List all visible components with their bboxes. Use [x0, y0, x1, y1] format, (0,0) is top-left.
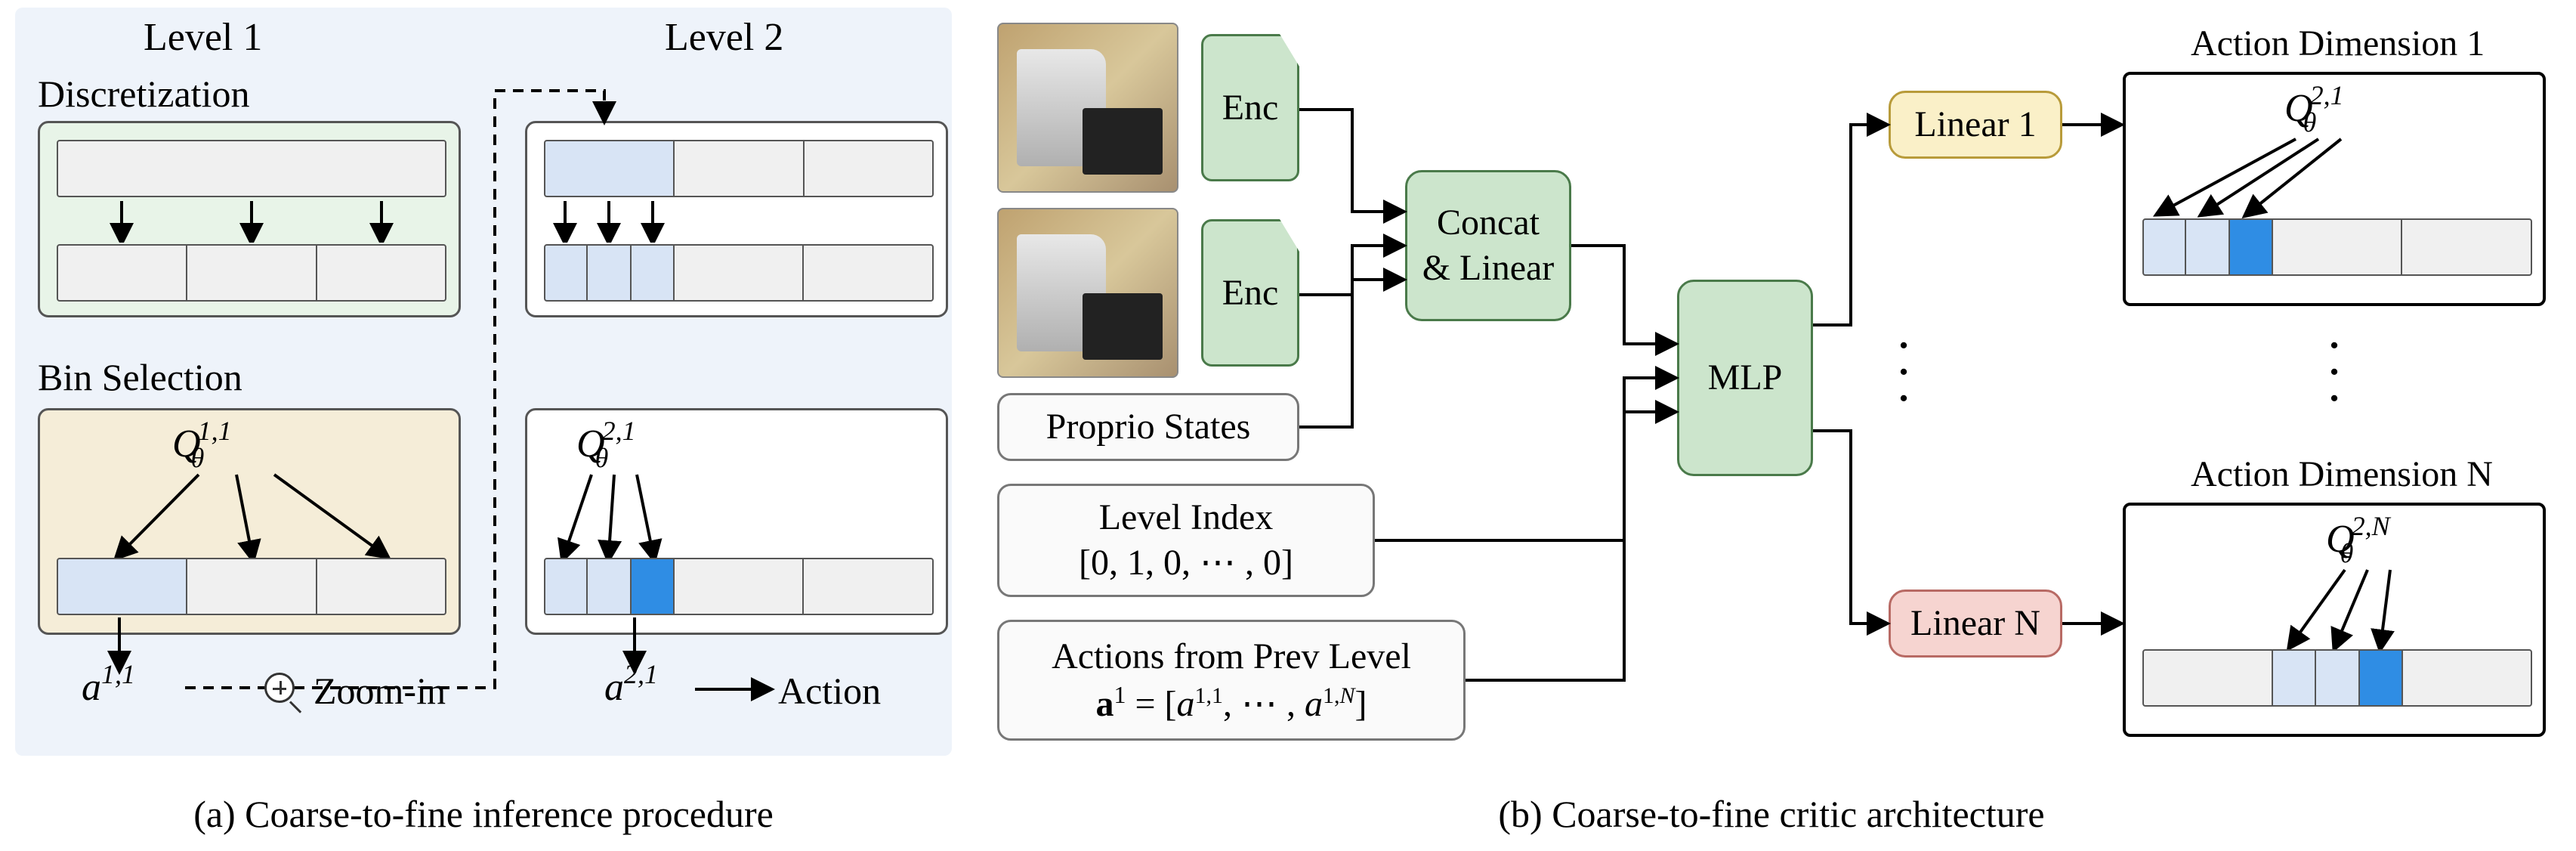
proprio-label: Proprio States: [1046, 404, 1251, 450]
actionN-arrows-svg: [2126, 551, 2413, 649]
enc-label-1: Enc: [1222, 87, 1279, 128]
concat-linear-box: Concat& Linear: [1405, 170, 1571, 321]
panel-b: Enc Enc Proprio States Level Index [0, 1…: [967, 0, 2576, 851]
linear-1-box: Linear 1: [1889, 91, 2062, 159]
bin: [674, 558, 804, 615]
l2-q-arrows-svg: [527, 456, 754, 562]
mlp-label: MLP: [1708, 355, 1783, 401]
vdots-left: ···: [1881, 333, 1926, 412]
prev-actions-value: a1 = [a1,1, ⋯ , a1,N]: [1095, 679, 1367, 727]
encoder-2: Enc: [1201, 219, 1299, 367]
bin: [803, 558, 934, 615]
bin-sub: [2272, 649, 2315, 707]
bin: [2401, 218, 2532, 276]
linear-1-label: Linear 1: [1914, 102, 2036, 147]
bin: [317, 558, 446, 615]
level-index-label: Level Index: [1099, 495, 1274, 540]
enc-label-2: Enc: [1222, 272, 1279, 314]
l1-sel-bins: [57, 558, 446, 615]
l2-sel-bins: [544, 558, 934, 615]
action-dim-n-title: Action Dimension N: [2191, 453, 2493, 495]
a21-label: a2,1: [604, 665, 658, 710]
l2-disc-top: [544, 140, 934, 197]
bin-sub: [587, 244, 630, 302]
l1-disc-range: [57, 140, 446, 197]
bin: [803, 244, 934, 302]
bin-selected: [57, 558, 187, 615]
action-dim-1-box: Q2,1θ: [2123, 72, 2546, 306]
actionN-bins: [2142, 649, 2532, 707]
bin-sub: [544, 558, 587, 615]
bin: [2402, 649, 2532, 707]
discretization-label: Discretization: [38, 72, 249, 116]
prev-actions-box: Actions from Prev Level a1 = [a1,1, ⋯ , …: [997, 620, 1466, 741]
level1-title: Level 1: [144, 15, 262, 60]
bin-chosen: [631, 558, 674, 615]
bin: [57, 244, 187, 302]
linear-n-box: Linear N: [1889, 590, 2062, 658]
l2-disc-bins: [544, 244, 934, 302]
l1-q-arrows-svg: [40, 456, 463, 562]
l1-disc-arrows-svg: [40, 197, 463, 243]
level-index-box: Level Index [0, 1, 0, ⋯ , 0]: [997, 484, 1375, 597]
level2-title: Level 2: [665, 15, 783, 60]
bin: [674, 244, 804, 302]
concat-linear-label: Concat& Linear: [1422, 200, 1555, 291]
camera-image-2: [997, 208, 1178, 378]
l2-disc-arrows-svg: [527, 197, 754, 243]
linear-n-label: Linear N: [1910, 601, 2040, 646]
mlp-box: MLP: [1677, 280, 1813, 476]
bin: [317, 244, 446, 302]
bin: [187, 558, 316, 615]
bin-sub: [2185, 218, 2229, 276]
proprio-states-box: Proprio States: [997, 393, 1299, 461]
zoom-icon: [264, 673, 295, 703]
figure-container: Level 1 Level 2 Discretization: [0, 0, 2576, 851]
l2-discretization-box: [525, 121, 948, 317]
l2-binselection-box: Q2,1θ: [525, 408, 948, 635]
encoder-1: Enc: [1201, 34, 1299, 181]
bin: [2272, 218, 2402, 276]
camera-image-1: [997, 23, 1178, 193]
bin-sub: [544, 244, 587, 302]
binselection-label: Bin Selection: [38, 355, 242, 399]
vdots-right: ···: [2312, 333, 2357, 412]
l1-disc-bins: [57, 244, 446, 302]
caption-b: (b) Coarse-to-fine critic architecture: [967, 792, 2576, 836]
action1-bins: [2142, 218, 2532, 276]
bin-sub: [587, 558, 630, 615]
action-label: Action: [778, 669, 881, 713]
bin: [804, 140, 934, 197]
l1-discretization-box: [38, 121, 461, 317]
caption-a: (a) Coarse-to-fine inference procedure: [0, 792, 967, 836]
zoom-label: Zoom-in: [314, 669, 446, 713]
panel-a: Level 1 Level 2 Discretization: [0, 0, 967, 851]
l1-binselection-box: Q1,1θ: [38, 408, 461, 635]
a11-label: a1,1: [82, 665, 135, 710]
action-dim-1-title: Action Dimension 1: [2191, 23, 2485, 64]
prev-actions-label: Actions from Prev Level: [1052, 634, 1411, 679]
level-index-value: [0, 1, 0, ⋯ , 0]: [1079, 540, 1293, 586]
bin: [187, 244, 316, 302]
action1-arrows-svg: [2126, 120, 2368, 218]
bin: [674, 140, 803, 197]
bin-sub: [631, 244, 674, 302]
bin-sub: [2142, 218, 2185, 276]
action-dim-n-box: Q2,Nθ: [2123, 503, 2546, 737]
bin: [2142, 649, 2272, 707]
bin-chosen: [2359, 649, 2402, 707]
bin-chosen: [2229, 218, 2272, 276]
bin-sub: [2315, 649, 2358, 707]
bin-selected: [544, 140, 674, 197]
